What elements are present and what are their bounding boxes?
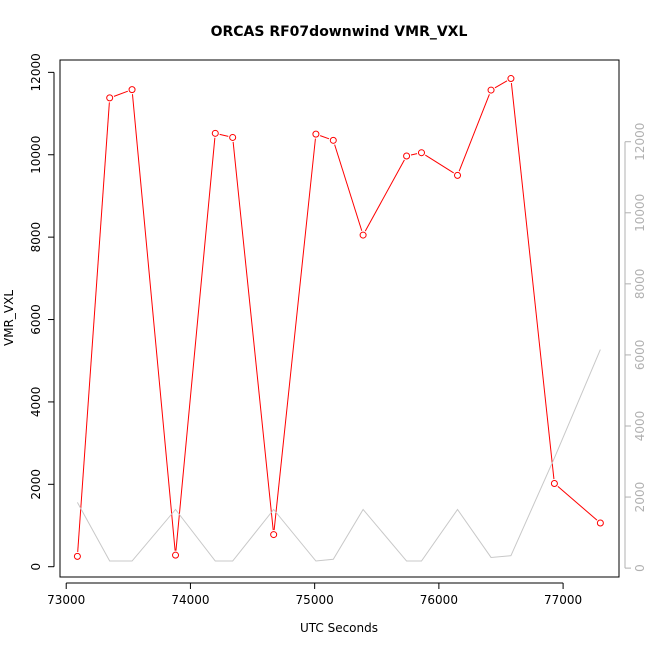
- data-point-1: [507, 75, 515, 83]
- y-tick-label-left: 2000: [29, 469, 43, 500]
- series-segment-1: [113, 90, 128, 97]
- data-point-1: [172, 551, 180, 559]
- y-tick-label-right: 6000: [633, 340, 647, 371]
- y-tick-label-left: 12000: [29, 53, 43, 91]
- y-tick-label-right: 4000: [633, 411, 647, 442]
- x-tick-label: 73000: [47, 593, 85, 607]
- data-point-1: [596, 519, 604, 527]
- series-segment-1: [232, 141, 274, 531]
- data-point-1: [211, 129, 219, 137]
- plot-frame: [59, 59, 620, 578]
- data-point-1: [270, 531, 278, 539]
- x-tick-label: 76000: [420, 593, 458, 607]
- series-layer: [73, 75, 604, 562]
- chart-title: ORCAS RF07downwind VMR_VXL: [211, 24, 468, 40]
- y-tick-label-left: 4000: [29, 387, 43, 418]
- data-point-1: [229, 133, 237, 141]
- y-tick-label-right: 2000: [633, 482, 647, 513]
- data-point-1: [359, 231, 367, 239]
- series-segment-1: [364, 159, 405, 232]
- data-point-1: [73, 552, 81, 560]
- series-segment-1: [425, 154, 454, 174]
- series-segment-1: [557, 486, 598, 521]
- x-tick-label: 77000: [544, 593, 582, 607]
- data-point-1: [403, 152, 411, 160]
- series-segment-1: [410, 153, 418, 156]
- series-segment-1: [77, 102, 110, 552]
- x-tick-label: 74000: [171, 593, 209, 607]
- series-segment-1: [494, 80, 508, 89]
- y-tick-label-left: 6000: [29, 304, 43, 335]
- y-tick-label-left: 8000: [29, 222, 43, 253]
- series-segment-1: [273, 138, 316, 531]
- x-axis-label: UTC Seconds: [300, 621, 378, 635]
- y-tick-label-left: 10000: [29, 136, 43, 174]
- series-segment-1: [131, 94, 176, 551]
- y-tick-label-right: 10000: [633, 194, 647, 232]
- data-point-1: [550, 479, 558, 487]
- data-point-1: [487, 86, 495, 94]
- data-point-1: [417, 149, 425, 157]
- axes: 73000 74000 75000 76000 77000 0 2000 4000 6000 80…: [29, 53, 647, 607]
- y-tick-label-right: 0: [633, 564, 647, 572]
- y-axis-label: VMR_VXL: [2, 290, 16, 346]
- series-segment-1: [334, 144, 363, 231]
- x-tick-label: 75000: [296, 593, 334, 607]
- data-point-1: [454, 171, 462, 179]
- series-segment-1: [458, 94, 490, 172]
- series-segment-1: [219, 133, 229, 137]
- y-tick-label-right: 12000: [633, 123, 647, 161]
- series-segment-1: [510, 82, 555, 480]
- series-segment-1: [319, 135, 330, 140]
- y-tick-label-left: 0: [29, 563, 43, 571]
- data-point-1: [106, 94, 114, 102]
- y-tick-label-right: 8000: [633, 269, 647, 300]
- data-point-1: [128, 86, 136, 94]
- data-point-1: [329, 136, 337, 144]
- data-point-1: [312, 130, 320, 138]
- series-line-2: [76, 349, 601, 562]
- series-segment-1: [175, 137, 216, 551]
